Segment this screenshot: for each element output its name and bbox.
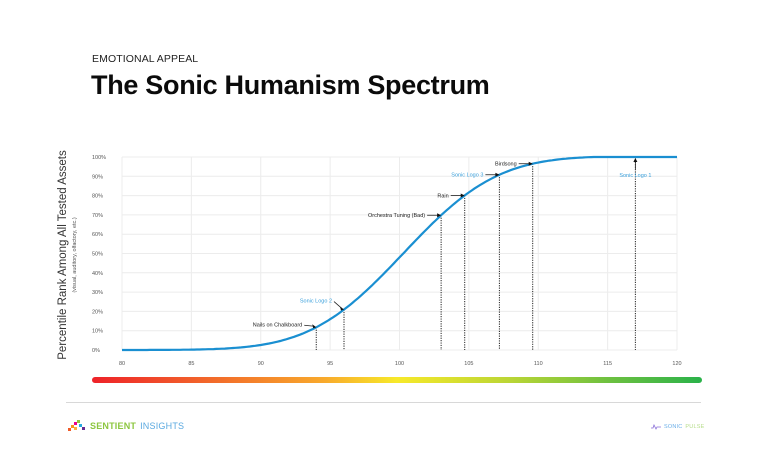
- grid-lines: [121, 156, 678, 351]
- logo-text-pulse: PULSE: [685, 424, 705, 430]
- chart-plot: 100% 90% 80% 70% 60% 50% 40% 30% 20% 10% 0% 80 85 90…: [92, 155, 682, 367]
- sentient-insights-logo: SENTIENT INSIGHTS: [68, 420, 184, 432]
- svg-text:Rain: Rain: [437, 193, 448, 199]
- annotation-sonic-logo-1: Sonic Logo 1: [619, 158, 651, 179]
- annotation-sonic-logo-2: Sonic Logo 2: [300, 299, 344, 311]
- annotations: Nails on Chalkboard Sonic Logo 2 Orchestra…: [253, 158, 651, 329]
- x-tick-label: 95: [327, 361, 333, 367]
- logo-text-sonic: SONIC: [664, 424, 683, 430]
- footer-divider: [66, 402, 701, 403]
- sonic-pulse-logo: SONIC PULSE: [651, 424, 704, 430]
- svg-text:Sonic Logo 1: Sonic Logo 1: [619, 173, 651, 179]
- y-tick-label: 10%: [92, 329, 103, 335]
- svg-text:Sonic Logo 3: Sonic Logo 3: [451, 173, 483, 179]
- annotation-drop-lines: [315, 157, 636, 350]
- pulse-wave-icon: [651, 424, 661, 430]
- y-tick-label: 100%: [92, 155, 106, 161]
- annotation-rain: Rain: [437, 193, 465, 199]
- x-tick-label: 100: [395, 361, 404, 367]
- percentile-curve: [122, 155, 677, 352]
- annotation-sonic-logo-3: Sonic Logo 3: [451, 172, 500, 179]
- x-tick-label: 85: [188, 361, 194, 367]
- x-axis-ticks: 80 85 90 95 100 105 110 115 120: [119, 361, 682, 367]
- y-tick-label: 30%: [92, 290, 103, 296]
- y-tick-label: 60%: [92, 232, 103, 238]
- y-tick-label: 40%: [92, 271, 103, 277]
- logo-mark-icon: [68, 420, 85, 431]
- chart-eyebrow: EMOTIONAL APPEAL: [92, 53, 199, 65]
- x-tick-label: 105: [464, 361, 473, 367]
- x-tick-label: 115: [603, 361, 612, 367]
- y-tick-label: 80%: [92, 194, 103, 200]
- logo-text-insights: INSIGHTS: [140, 421, 185, 431]
- annotation-birdsong: Birdsong: [495, 161, 533, 168]
- x-tick-label: 110: [534, 361, 543, 367]
- svg-text:Orchestra Tuning (Bad): Orchestra Tuning (Bad): [368, 213, 425, 219]
- y-axis-ticks: 100% 90% 80% 70% 60% 50% 40% 30% 20% 10% 0%: [92, 155, 106, 354]
- annotation-nails-on-chalkboard: Nails on Chalkboard: [253, 322, 317, 329]
- x-tick-label: 80: [119, 361, 125, 367]
- annotation-orchestra-tuning-bad-: Orchestra Tuning (Bad): [368, 213, 442, 219]
- y-tick-label: 50%: [92, 252, 103, 258]
- y-tick-label: 70%: [92, 213, 103, 219]
- svg-text:Nails on Chalkboard: Nails on Chalkboard: [253, 322, 303, 328]
- y-tick-label: 90%: [92, 174, 103, 180]
- svg-text:Birdsong: Birdsong: [495, 162, 517, 168]
- svg-text:Sonic Logo 2: Sonic Logo 2: [300, 299, 332, 305]
- x-tick-label: 90: [258, 361, 264, 367]
- y-tick-label: 0%: [92, 348, 100, 354]
- chart-title: The Sonic Humanism Spectrum: [91, 70, 490, 100]
- x-tick-label: 120: [672, 361, 681, 367]
- y-tick-label: 20%: [92, 309, 103, 315]
- color-scale-bar: [92, 377, 702, 383]
- logo-text-sentient: SENTIENT: [90, 421, 137, 431]
